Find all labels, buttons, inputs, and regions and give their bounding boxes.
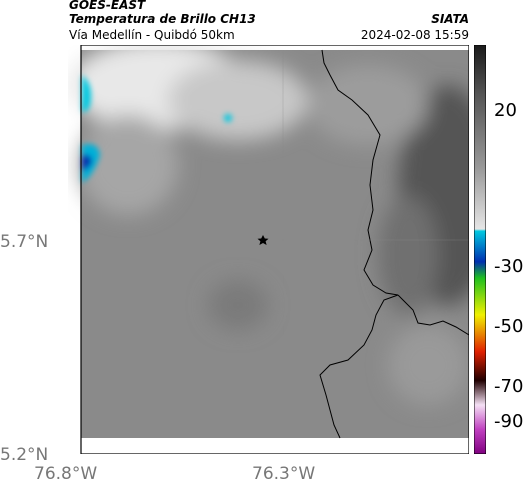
title-line2: Temperatura de Brillo CH13 xyxy=(69,12,256,26)
graticule xyxy=(81,50,469,438)
lat-label-1: 5.2°N xyxy=(0,445,49,465)
colorbar-tick-m90: -90 xyxy=(494,411,524,432)
colorbar-tick-20: 20 xyxy=(494,100,517,121)
lon-label-0: 76.8°W xyxy=(34,464,98,484)
satellite-map xyxy=(68,45,469,454)
colorbar-tick-m30: -30 xyxy=(494,256,524,277)
boundary-lines xyxy=(319,49,469,439)
brand-label: SIATA xyxy=(431,12,469,26)
star-icon xyxy=(257,235,269,245)
cold-cloud-patches xyxy=(82,75,232,183)
brightness-field xyxy=(68,45,469,438)
colorbar xyxy=(474,45,486,454)
subtitle-left: Vía Medellín - Quibdó 50km xyxy=(69,28,235,42)
subtitle-right: 2024-02-08 15:59 xyxy=(360,28,469,42)
colorbar-tick-m70: -70 xyxy=(494,376,524,397)
lat-label-0: 5.7°N xyxy=(0,232,49,252)
lon-label-1: 76.3°W xyxy=(252,464,316,484)
colorbar-tick-m50: -50 xyxy=(494,316,524,337)
title-line1: GOES-EAST xyxy=(69,0,146,12)
